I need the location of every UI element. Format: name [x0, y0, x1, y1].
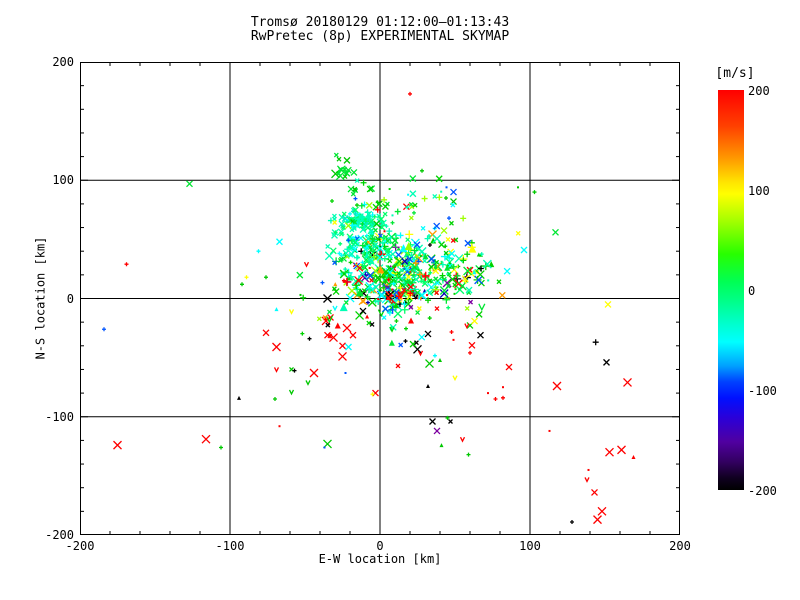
colorbar-title: [m/s] [715, 66, 755, 81]
figure-title: Tromsø 20180129 01:12:00–01:13:43 RwPret… [80, 16, 680, 44]
x-tick-label: 200 [669, 539, 691, 553]
x-tick-label: -200 [65, 539, 95, 553]
y-tick-label: -100 [45, 409, 74, 424]
title-line-1: Tromsø 20180129 01:12:00–01:13:43 [250, 15, 510, 30]
y-tick-label: 100 [52, 173, 74, 188]
x-tick-label: 0 [376, 539, 384, 553]
colorbar-tick-label: 200 [748, 84, 770, 98]
x-axis-label: E-W location [km] [318, 552, 442, 566]
colorbar-tick-label: 100 [748, 184, 770, 198]
x-tick-label: -100 [215, 539, 245, 553]
colorbar [718, 90, 744, 490]
colorbar-tick-label: -100 [748, 384, 777, 398]
y-tick-label: 200 [52, 55, 74, 69]
colorbar-tick-label: 0 [748, 284, 756, 298]
x-tick-label: 100 [519, 539, 541, 553]
y-tick-label: -200 [45, 528, 74, 542]
title-line-2: RwPretec (8p) EXPERIMENTAL SKYMAP [250, 29, 510, 44]
y-tick-label: 0 [66, 291, 74, 306]
data-points [102, 91, 636, 525]
plot-area [80, 62, 680, 535]
colorbar-tick-label: -200 [748, 484, 777, 498]
